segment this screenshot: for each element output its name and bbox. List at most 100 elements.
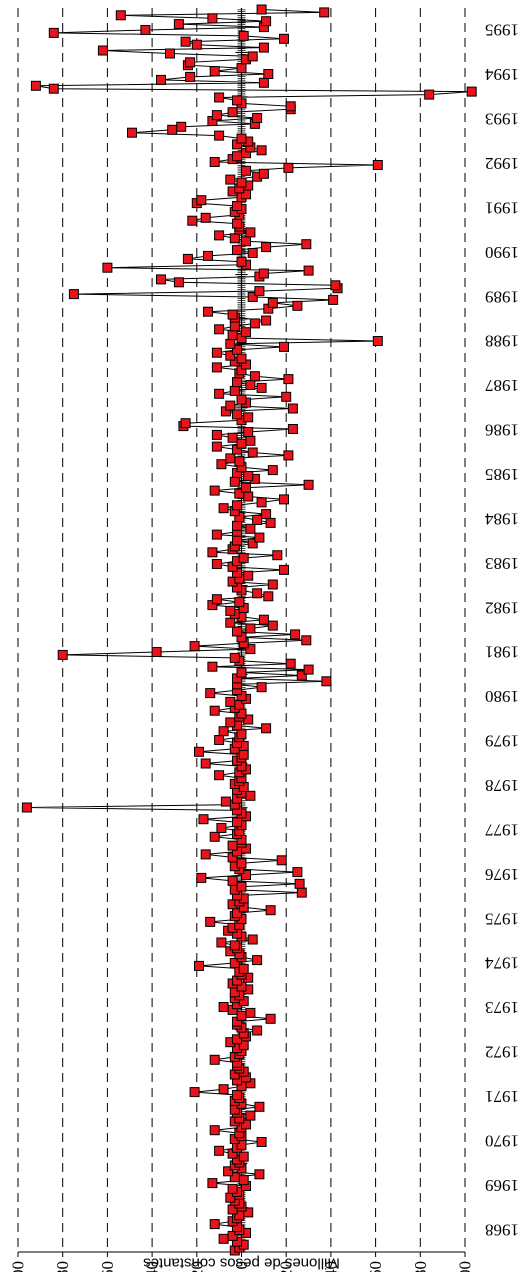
data-point xyxy=(216,937,227,948)
data-point xyxy=(200,212,211,223)
data-point xyxy=(256,145,267,156)
year-tick-label: 1969 xyxy=(485,1176,519,1195)
data-point xyxy=(261,723,272,734)
value-tick-label: 80 xyxy=(53,1261,72,1272)
data-point xyxy=(102,262,113,273)
data-point xyxy=(236,353,247,364)
data-point xyxy=(236,667,247,678)
year-tick-label: 1974 xyxy=(485,954,520,973)
data-point xyxy=(261,16,272,27)
data-point xyxy=(185,57,196,68)
data-point xyxy=(218,1002,229,1012)
value-tick-label: -80 xyxy=(411,1261,430,1272)
data-point xyxy=(216,823,227,833)
data-point xyxy=(140,25,151,35)
data-point xyxy=(234,456,245,467)
data-point xyxy=(263,591,274,602)
data-point xyxy=(267,579,278,590)
year-tick-label: 1971 xyxy=(485,1087,519,1106)
data-point xyxy=(194,746,204,757)
data-point xyxy=(245,623,256,634)
year-tick-label: 1977 xyxy=(485,820,520,839)
value-axis-title: Millones de pesos constantes xyxy=(143,1255,340,1272)
data-point xyxy=(227,432,238,443)
data-point xyxy=(238,749,249,760)
data-point xyxy=(115,10,126,21)
data-point xyxy=(267,620,278,631)
grid-layer xyxy=(17,8,466,1252)
data-point xyxy=(187,215,198,226)
data-point xyxy=(225,453,236,464)
data-point xyxy=(258,614,269,625)
data-point xyxy=(249,318,260,329)
data-point xyxy=(236,256,247,267)
data-point xyxy=(238,553,249,564)
data-point xyxy=(245,380,256,390)
data-point xyxy=(173,19,184,30)
data-point xyxy=(229,1172,240,1183)
year-tick-label: 1968 xyxy=(485,1220,519,1239)
data-point xyxy=(227,1183,238,1194)
data-point xyxy=(182,253,193,264)
data-point xyxy=(218,726,229,737)
data-point xyxy=(232,245,242,256)
value-tick-label: -100 xyxy=(456,1261,475,1272)
data-point xyxy=(209,705,220,716)
data-point xyxy=(261,315,272,326)
data-point xyxy=(303,479,314,490)
data-point xyxy=(249,371,260,382)
data-point xyxy=(247,51,258,62)
data-point xyxy=(243,427,254,437)
data-point xyxy=(180,418,191,429)
data-point xyxy=(245,790,256,801)
data-point xyxy=(232,535,242,546)
value-tick-label: 0 xyxy=(232,1261,251,1270)
data-point xyxy=(330,280,341,291)
data-point xyxy=(232,218,242,229)
data-point xyxy=(209,1054,220,1065)
data-point xyxy=(287,424,298,434)
data-point xyxy=(267,297,278,308)
data-point xyxy=(372,160,383,170)
data-point xyxy=(283,162,294,173)
data-point xyxy=(236,177,247,188)
data-point xyxy=(296,887,307,898)
data-point xyxy=(292,867,303,878)
data-point xyxy=(227,309,238,320)
data-point xyxy=(252,515,263,525)
data-point xyxy=(247,934,258,945)
data-point xyxy=(247,447,258,458)
data-point xyxy=(238,1175,249,1186)
data-point xyxy=(151,647,162,657)
year-tick-label: 1991 xyxy=(485,198,519,217)
year-tick-label: 1976 xyxy=(485,865,519,884)
data-point xyxy=(466,86,477,97)
data-point xyxy=(209,1219,220,1230)
data-point xyxy=(211,347,222,358)
data-point xyxy=(232,377,242,388)
data-point xyxy=(254,532,265,543)
data-point xyxy=(247,292,258,302)
data-point xyxy=(232,500,242,511)
data-point xyxy=(241,165,251,176)
data-point xyxy=(209,66,220,77)
data-point xyxy=(265,905,276,916)
data-point xyxy=(209,485,220,496)
data-point xyxy=(196,872,207,883)
data-point xyxy=(196,195,207,206)
data-point xyxy=(232,520,242,531)
data-point xyxy=(229,233,240,244)
data-point xyxy=(243,570,254,581)
data-point xyxy=(225,350,236,361)
year-tick-label: 1990 xyxy=(485,243,519,262)
data-point xyxy=(328,294,339,305)
data-point xyxy=(252,113,263,123)
data-point xyxy=(209,831,220,842)
data-point xyxy=(225,338,236,349)
data-point xyxy=(236,63,247,74)
data-point xyxy=(21,802,32,813)
data-point xyxy=(200,849,211,860)
data-point xyxy=(243,491,254,502)
series-layer xyxy=(21,4,477,1256)
